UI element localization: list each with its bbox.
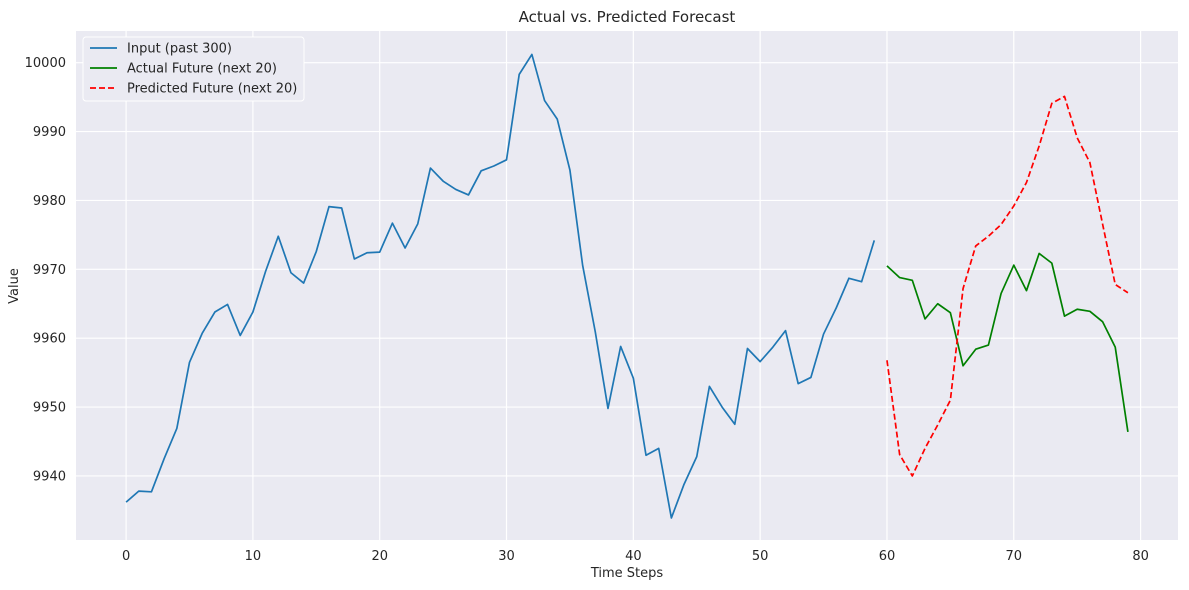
x-tick-label: 30 bbox=[498, 549, 515, 564]
x-tick-label: 60 bbox=[879, 549, 896, 564]
x-axis-label: Time Steps bbox=[590, 566, 664, 581]
y-tick-label: 9980 bbox=[33, 194, 66, 209]
x-tick-label: 50 bbox=[752, 549, 769, 564]
y-tick-label: 9950 bbox=[33, 401, 66, 416]
x-tick-label: 40 bbox=[625, 549, 642, 564]
series-line-predicted bbox=[886, 95, 1129, 477]
plot-background bbox=[76, 31, 1178, 540]
x-tick-label: 10 bbox=[245, 549, 262, 564]
series-line-actual bbox=[886, 252, 1129, 432]
y-tick-labels: 9940 9950 9960 9970 9980 9990 10000 bbox=[25, 56, 66, 484]
y-tick-label: 9960 bbox=[33, 332, 66, 347]
y-tick-label: 10000 bbox=[25, 56, 66, 71]
series-line-input bbox=[125, 53, 876, 519]
legend: Input (past 300) Actual Future (next 20) P… bbox=[82, 36, 305, 102]
legend-box bbox=[82, 36, 305, 102]
x-tick-label: 20 bbox=[371, 549, 388, 564]
x-tick-label: 70 bbox=[1006, 549, 1023, 564]
y-tick-label: 9970 bbox=[33, 263, 66, 278]
y-tick-label: 9990 bbox=[33, 125, 66, 140]
x-tick-label: 80 bbox=[1132, 549, 1149, 564]
chart-title: Actual vs. Predicted Forecast bbox=[519, 8, 736, 26]
y-tick-label: 9940 bbox=[33, 469, 66, 484]
x-tick-labels: 0 10 20 30 40 50 60 70 80 bbox=[122, 549, 1149, 564]
grid-lines bbox=[76, 31, 1178, 540]
series-lines bbox=[125, 53, 1129, 519]
y-axis-label: Value bbox=[7, 268, 22, 304]
legend-label-input: Input (past 300) bbox=[127, 42, 232, 57]
legend-label-predicted: Predicted Future (next 20) bbox=[127, 82, 297, 97]
x-tick-label: 0 bbox=[122, 549, 130, 564]
legend-label-actual: Actual Future (next 20) bbox=[127, 62, 277, 77]
